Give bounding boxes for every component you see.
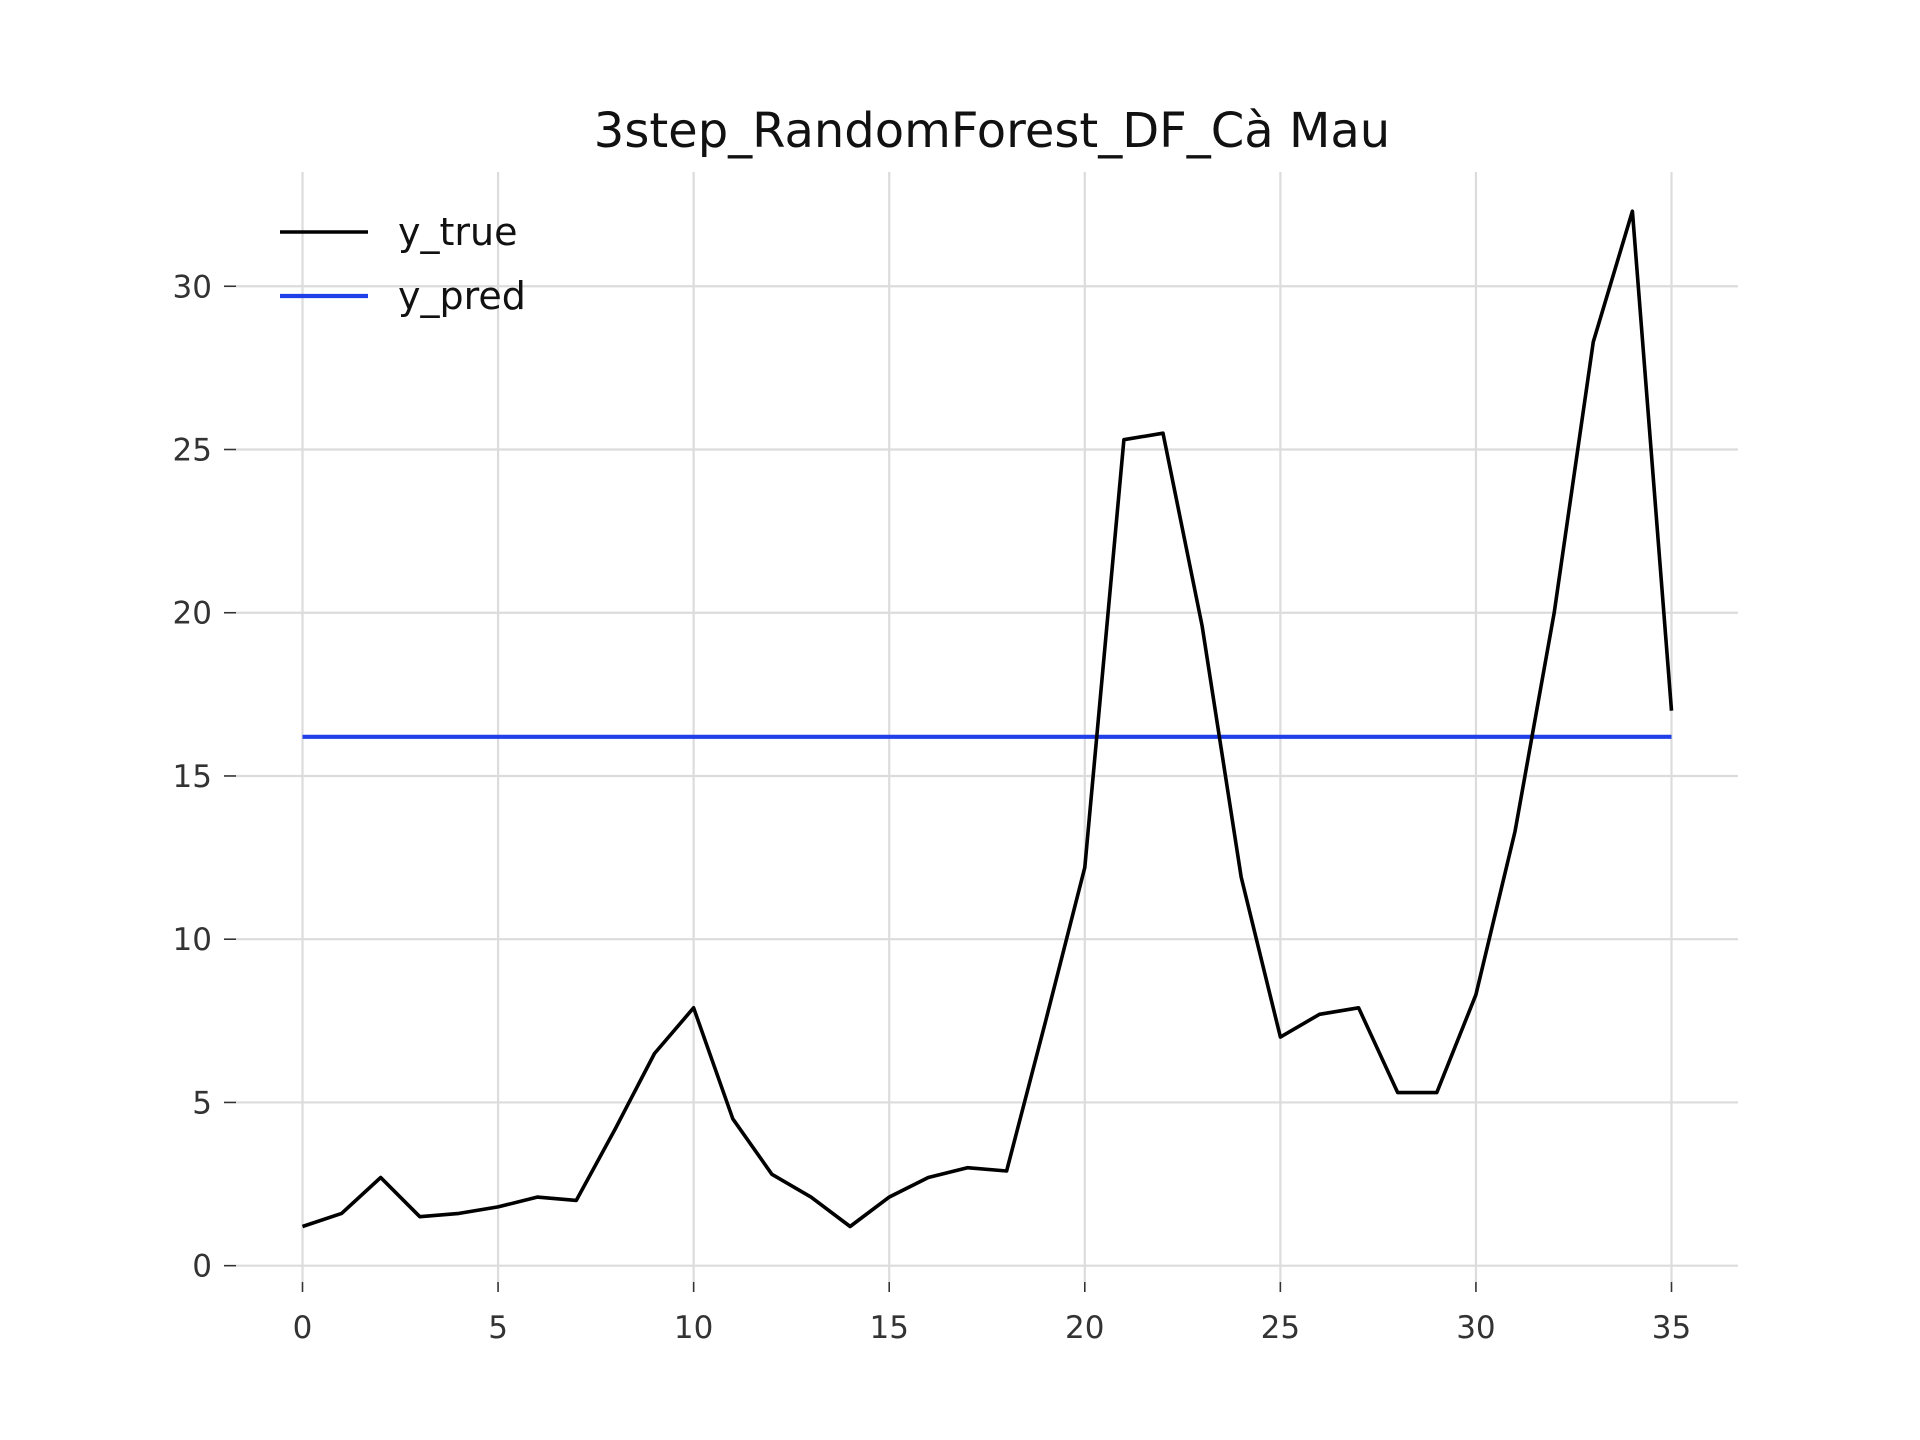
y-tick-label: 10 — [173, 922, 212, 958]
x-tick-label: 10 — [674, 1310, 713, 1346]
legend-label-y-pred: y_pred — [398, 274, 526, 318]
series-layer — [301, 209, 1674, 1229]
legend: y_true y_pred — [280, 210, 526, 318]
y-tick-label: 25 — [173, 433, 212, 469]
y-tick-label: 30 — [173, 269, 212, 305]
x-tick-label: 0 — [293, 1310, 313, 1346]
x-tick-label: 20 — [1065, 1310, 1104, 1346]
x-tick-label: 35 — [1652, 1310, 1691, 1346]
x-tick-label: 15 — [869, 1310, 908, 1346]
grid-layer — [236, 172, 1738, 1282]
y-tick-label: 5 — [192, 1085, 212, 1121]
chart-title: 3step_RandomForest_DF_Cà Mau — [594, 103, 1390, 159]
axis-layer: 0 5 10 15 20 25 30 35 0 5 10 15 20 25 30 — [173, 269, 1692, 1346]
x-tick-label: 5 — [488, 1310, 508, 1346]
y-tick-label: 20 — [173, 596, 212, 632]
y-tick-label: 0 — [192, 1249, 212, 1285]
x-tick-label: 30 — [1456, 1310, 1495, 1346]
series-line-y-true — [301, 209, 1674, 1229]
x-tick-label: 25 — [1261, 1310, 1300, 1346]
legend-label-y-true: y_true — [398, 210, 517, 254]
y-tick-label: 15 — [173, 759, 212, 795]
